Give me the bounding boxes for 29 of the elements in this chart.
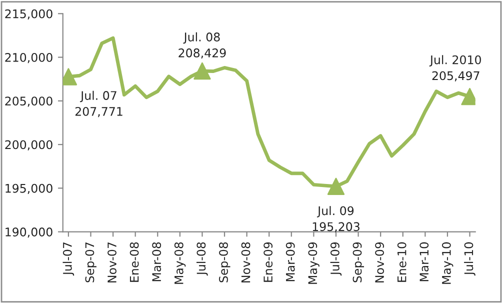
annotation: Jul. 07 207,771: [75, 90, 122, 118]
y-tick-label: 200,000: [5, 140, 52, 150]
x-tick-label: Jul-09: [330, 242, 342, 276]
y-tick-label: 215,000: [5, 9, 52, 20]
x-tick-label: Ene-10: [397, 242, 406, 282]
x-tick-label: May-10: [442, 242, 454, 284]
x-tick-label: Jul-07: [62, 242, 74, 276]
y-tick-label: 210,000: [5, 52, 52, 64]
x-tick-label: Mar-10: [420, 242, 429, 282]
x-tick-label: Sep-07: [85, 242, 96, 282]
x-tick-label: Nov-08: [241, 242, 250, 282]
annotation: Jul. 2010 205,497: [429, 55, 481, 82]
x-tick-label: Sep-08: [219, 242, 230, 282]
annotation: Jul. 08 208,429: [178, 32, 226, 59]
y-tick-label: 195,000: [6, 184, 52, 194]
y-tick-label: 205,000: [5, 96, 52, 107]
annotation: Jul. 09 195,203: [312, 206, 360, 232]
x-tick-label: Ene-09: [264, 242, 273, 282]
x-tick-label: Jul-10: [464, 242, 476, 276]
x-tick-label: Nov-09: [375, 242, 384, 282]
x-tick-label: Nov-07: [108, 242, 116, 282]
x-tick-label: Mar-08: [152, 242, 162, 282]
x-tick-label: Jul-08: [196, 242, 208, 276]
y-tick-label: 190,000: [6, 228, 52, 238]
x-tick-label: May-08: [174, 242, 186, 284]
x-tick-label: May-09: [308, 242, 320, 284]
x-tick-label: Ene-08: [130, 242, 139, 282]
x-tick-label: Sep-09: [352, 242, 364, 282]
x-tick-label: Mar-09: [286, 242, 295, 282]
